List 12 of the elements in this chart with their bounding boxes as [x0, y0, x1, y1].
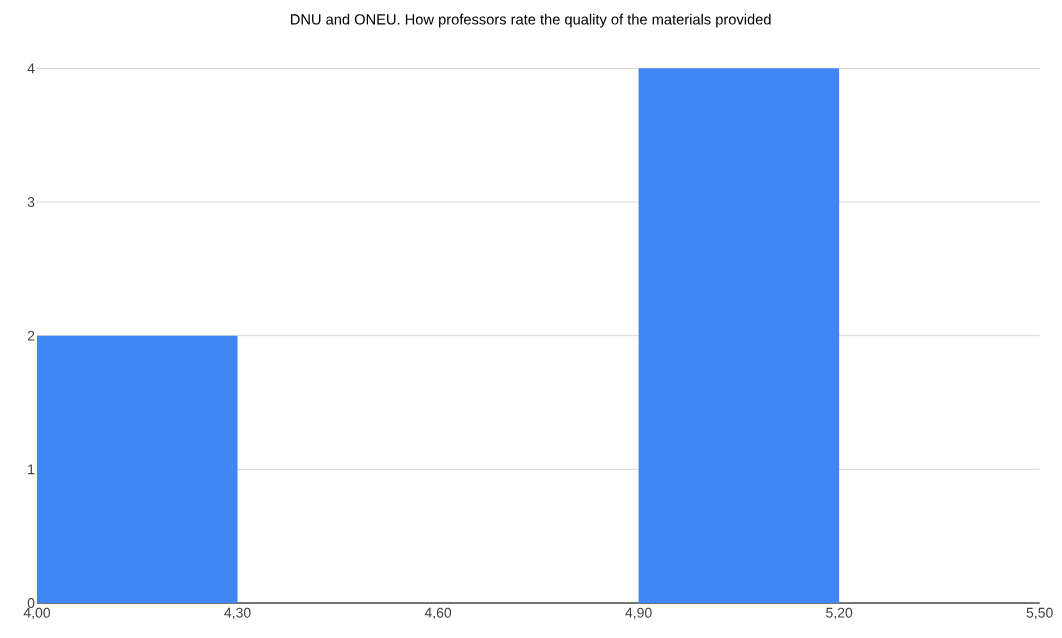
y-tick-label: 2 [27, 330, 35, 341]
chart-title: DNU and ONEU. How professors rate the quality of the materials provided [291, 13, 771, 28]
x-tick-label: 4,30 [224, 607, 251, 620]
y-tick-label: 4 [27, 63, 35, 74]
y-tick-label: 3 [27, 197, 35, 207]
x-tick-label: 4,90 [625, 607, 652, 620]
x-tick-label: 5,20 [826, 607, 853, 620]
x-tick-label: 4,60 [424, 607, 452, 620]
y-tick-label: 1 [28, 464, 35, 475]
y-tick-label: 0 [27, 598, 35, 608]
x-tick-label: 5,50 [1026, 607, 1053, 620]
x-tick-label: 4,00 [23, 607, 51, 620]
